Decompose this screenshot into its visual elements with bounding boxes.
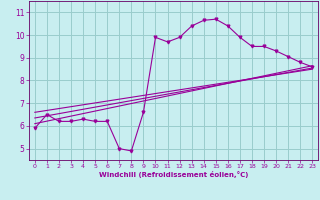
X-axis label: Windchill (Refroidissement éolien,°C): Windchill (Refroidissement éolien,°C) <box>99 171 248 178</box>
